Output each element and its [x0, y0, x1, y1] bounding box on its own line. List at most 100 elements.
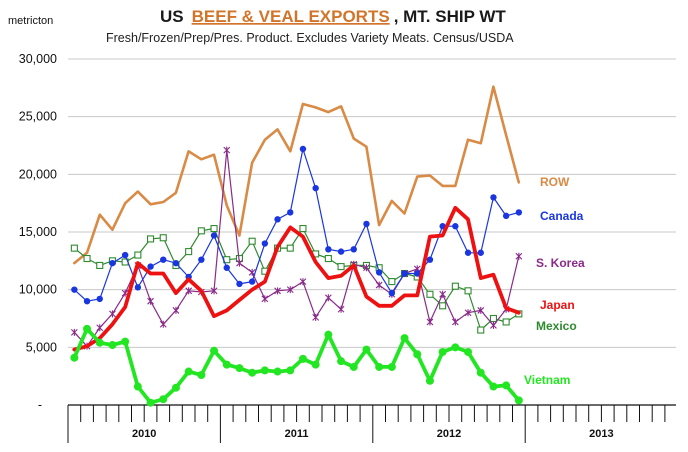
data-point: [464, 309, 472, 317]
data-point: [147, 297, 154, 305]
data-point: [464, 287, 472, 295]
data-point: [299, 224, 307, 233]
data-point: [83, 254, 91, 263]
data-point: [184, 367, 193, 376]
data-point: [83, 324, 92, 333]
data-point: [477, 306, 485, 314]
data-point: [311, 360, 320, 369]
data-point: [185, 248, 193, 256]
data-point: [363, 220, 370, 228]
data-point: [70, 353, 79, 362]
data-point: [248, 368, 257, 377]
legend-label-s-korea: S. Korea: [536, 256, 585, 270]
chart-subtitle: Fresh/Frozen/Prep/Pres. Product. Exclude…: [106, 31, 514, 45]
chart-title-prefix: US: [160, 7, 184, 26]
series-mexico: [70, 224, 523, 334]
series-line-vietnam: [72, 326, 521, 405]
x-year-label: 2011: [285, 428, 309, 440]
data-point: [134, 284, 142, 291]
data-point: [95, 338, 104, 347]
y-tick-label: -: [38, 398, 42, 412]
data-point: [121, 337, 130, 346]
data-point: [134, 251, 142, 259]
y-tick-label: 20,000: [19, 167, 57, 181]
data-point: [260, 366, 269, 375]
data-point: [274, 287, 281, 295]
data-point: [337, 305, 345, 313]
data-point: [502, 318, 510, 326]
data-point: [146, 398, 155, 407]
data-point: [363, 264, 370, 272]
data-point: [109, 259, 116, 267]
data-point: [324, 294, 332, 302]
series-canada: [71, 145, 523, 305]
data-point: [160, 256, 167, 263]
data-point: [172, 259, 180, 267]
data-point: [172, 306, 180, 314]
x-year-label: 2012: [437, 428, 461, 440]
data-point: [223, 146, 231, 154]
data-point: [210, 346, 219, 355]
data-point: [464, 249, 472, 256]
x-axis: 2010 2011 2012 2013: [67, 404, 676, 443]
data-point: [451, 343, 460, 352]
y-axis-ticks: - 5,000 10,000 15,000 20,000 25,000 30,000: [19, 52, 57, 412]
series-row: [73, 85, 521, 265]
data-point: [438, 347, 447, 356]
data-point: [312, 184, 319, 192]
data-point: [477, 249, 484, 256]
data-point: [349, 362, 358, 371]
series-line-s-korea: [73, 149, 520, 347]
legend-label-row: ROW: [540, 175, 570, 189]
data-point: [261, 295, 269, 303]
data-point: [375, 269, 383, 276]
data-point: [451, 282, 459, 290]
data-point: [388, 278, 396, 286]
data-point: [337, 263, 345, 271]
data-point: [286, 286, 294, 294]
data-point: [362, 345, 371, 354]
data-point: [425, 376, 434, 385]
data-point: [439, 290, 447, 298]
data-point: [464, 347, 473, 356]
data-point: [502, 212, 510, 220]
data-point: [223, 264, 230, 271]
data-point: [71, 286, 78, 293]
data-point: [70, 328, 78, 336]
data-point: [439, 302, 447, 310]
data-point: [96, 295, 103, 303]
data-point: [286, 244, 294, 252]
series-line-canada: [73, 148, 520, 302]
data-point: [490, 321, 497, 329]
data-point: [236, 280, 243, 288]
data-point: [337, 357, 346, 366]
series-japan: [72, 205, 521, 352]
data-point: [426, 318, 434, 326]
data-point: [159, 395, 168, 404]
data-point: [375, 281, 383, 289]
data-point: [401, 270, 408, 277]
series-layer: [70, 85, 523, 407]
series-vietnam: [70, 324, 523, 407]
data-point: [198, 256, 205, 263]
data-point: [490, 194, 497, 201]
chart-title: US BEEF & VEAL EXPORTS , MT. SHIP WT: [160, 7, 506, 26]
series-line-japan: [72, 205, 521, 352]
data-point: [235, 364, 244, 373]
series-s-korea: [70, 146, 523, 350]
data-point: [108, 341, 117, 350]
y-tick-label: 30,000: [19, 52, 57, 66]
x-year-label: 2010: [132, 428, 156, 440]
data-point: [185, 287, 193, 295]
data-point: [210, 232, 218, 239]
y-tick-label: 25,000: [19, 110, 57, 124]
data-point: [133, 382, 142, 391]
data-point: [387, 362, 396, 371]
y-axis-unit-label: metricton: [8, 15, 53, 27]
data-point: [502, 381, 511, 390]
y-tick-label: 15,000: [19, 225, 57, 239]
data-point: [298, 354, 307, 363]
data-point: [451, 318, 459, 326]
data-point: [248, 278, 256, 285]
